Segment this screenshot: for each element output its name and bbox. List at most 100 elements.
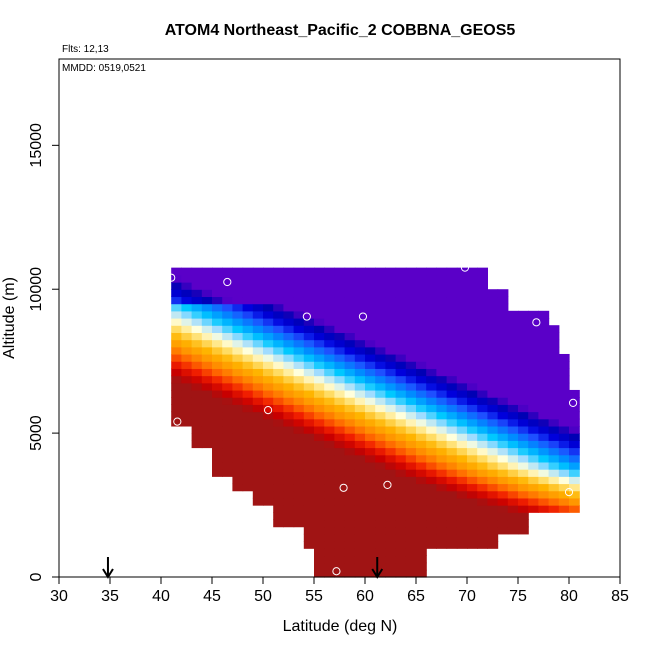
heatmap-cell: [303, 389, 315, 398]
sample-point: [564, 488, 574, 497]
heatmap-cell: [518, 418, 529, 427]
heatmap-cell: [477, 389, 488, 398]
heatmap-cell: [222, 382, 233, 391]
dates-annotation: MMDD: 0519,0521: [62, 63, 146, 74]
heatmap-cell: [334, 476, 346, 485]
heatmap-cell: [283, 368, 295, 377]
heatmap-cell: [324, 346, 335, 355]
x-tick-label: 80: [560, 588, 578, 605]
heatmap-cell: [232, 454, 244, 463]
heatmap-cell: [314, 318, 325, 326]
heatmap-cell: [293, 368, 305, 377]
heatmap-cell: [569, 433, 580, 441]
heatmap-cell: [477, 433, 488, 441]
heatmap-cell: [436, 353, 448, 362]
heatmap-cell: [497, 512, 509, 521]
heatmap-cell: [456, 389, 468, 398]
heatmap-cell: [263, 490, 274, 499]
heatmap-cell: [497, 368, 509, 377]
heatmap-cell: [385, 483, 397, 492]
heatmap-cell: [405, 519, 417, 528]
heatmap-cell: [569, 389, 580, 398]
heatmap-cell: [395, 526, 407, 535]
heatmap-cell: [477, 368, 488, 377]
heatmap-cell: [354, 346, 366, 355]
heatmap-cell: [344, 303, 356, 312]
heatmap-cell: [324, 454, 335, 463]
heatmap-cell: [426, 541, 437, 549]
heatmap-cell: [273, 325, 284, 333]
heatmap-cell: [354, 555, 366, 564]
heatmap-cell: [314, 274, 325, 283]
heatmap-cell: [395, 569, 407, 578]
heatmap-cell: [395, 562, 407, 571]
heatmap-cell: [446, 447, 458, 456]
heatmap-cell: [477, 461, 488, 470]
heatmap-cell: [263, 425, 274, 434]
heatmap-cell: [171, 318, 182, 326]
heatmap-cell: [252, 461, 264, 470]
heatmap-cell: [191, 411, 203, 420]
heatmap-cell: [242, 440, 254, 449]
heatmap-cell: [283, 310, 295, 319]
heatmap-cell: [518, 519, 529, 528]
heatmap-cell: [446, 325, 458, 333]
heatmap-cell: [242, 267, 254, 276]
heatmap-cell: [252, 346, 264, 355]
heatmap-cell: [477, 541, 488, 549]
heatmap-cell: [385, 397, 397, 405]
heatmap-cell: [242, 346, 254, 355]
heatmap-cell: [487, 361, 499, 369]
heatmap-cell: [487, 447, 499, 456]
heatmap-cell: [222, 440, 233, 449]
heatmap-cell: [273, 497, 284, 506]
heatmap-cell: [283, 461, 295, 470]
heatmap-cell: [569, 447, 580, 456]
heatmap-cell: [507, 332, 519, 341]
x-tick-label: 60: [356, 588, 374, 605]
heatmap-cell: [365, 483, 376, 492]
heatmap-cell: [324, 310, 335, 319]
heatmap-cell: [171, 274, 182, 283]
heatmap-cell: [365, 425, 376, 434]
heatmap-cell: [416, 461, 427, 470]
heatmap-cell: [395, 274, 407, 283]
heatmap-cell: [538, 353, 550, 362]
heatmap-cell: [518, 425, 529, 434]
heatmap-cell: [548, 375, 560, 384]
heatmap-cell: [497, 454, 509, 463]
heatmap-cell: [405, 303, 417, 312]
heatmap-cell: [416, 497, 427, 506]
heatmap-cell: [222, 397, 233, 405]
heatmap-cell: [314, 325, 325, 333]
heatmap-cell: [171, 310, 182, 319]
heatmap-cell: [314, 303, 325, 312]
heatmap-cell: [303, 382, 315, 391]
heatmap-cell: [385, 476, 397, 485]
heatmap-cell: [395, 310, 407, 319]
heatmap-cell: [344, 282, 356, 290]
heatmap-cell: [518, 332, 529, 341]
heatmap-cell: [354, 483, 366, 492]
heatmap-cell: [303, 339, 315, 348]
heatmap-cell: [354, 533, 366, 542]
heatmap-cell: [487, 325, 499, 333]
heatmap-cell: [365, 397, 376, 405]
heatmap-cell: [507, 505, 519, 513]
heatmap-cell: [354, 332, 366, 341]
y-tick-label: 5000: [28, 415, 45, 451]
x-tick-label: 35: [101, 588, 119, 605]
heatmap-cell: [293, 497, 305, 506]
heatmap-cell: [385, 548, 397, 557]
heatmap-cell: [375, 469, 386, 477]
heatmap-cell: [487, 411, 499, 420]
heatmap-cell: [293, 282, 305, 290]
heatmap-cell: [222, 346, 233, 355]
heatmap-cell: [507, 382, 519, 391]
heatmap-cell: [416, 483, 427, 492]
heatmap-cell: [293, 411, 305, 420]
heatmap-cell: [171, 397, 182, 405]
heatmap-cell: [263, 476, 274, 485]
heatmap-cell: [375, 332, 386, 341]
heatmap-cell: [405, 274, 417, 283]
